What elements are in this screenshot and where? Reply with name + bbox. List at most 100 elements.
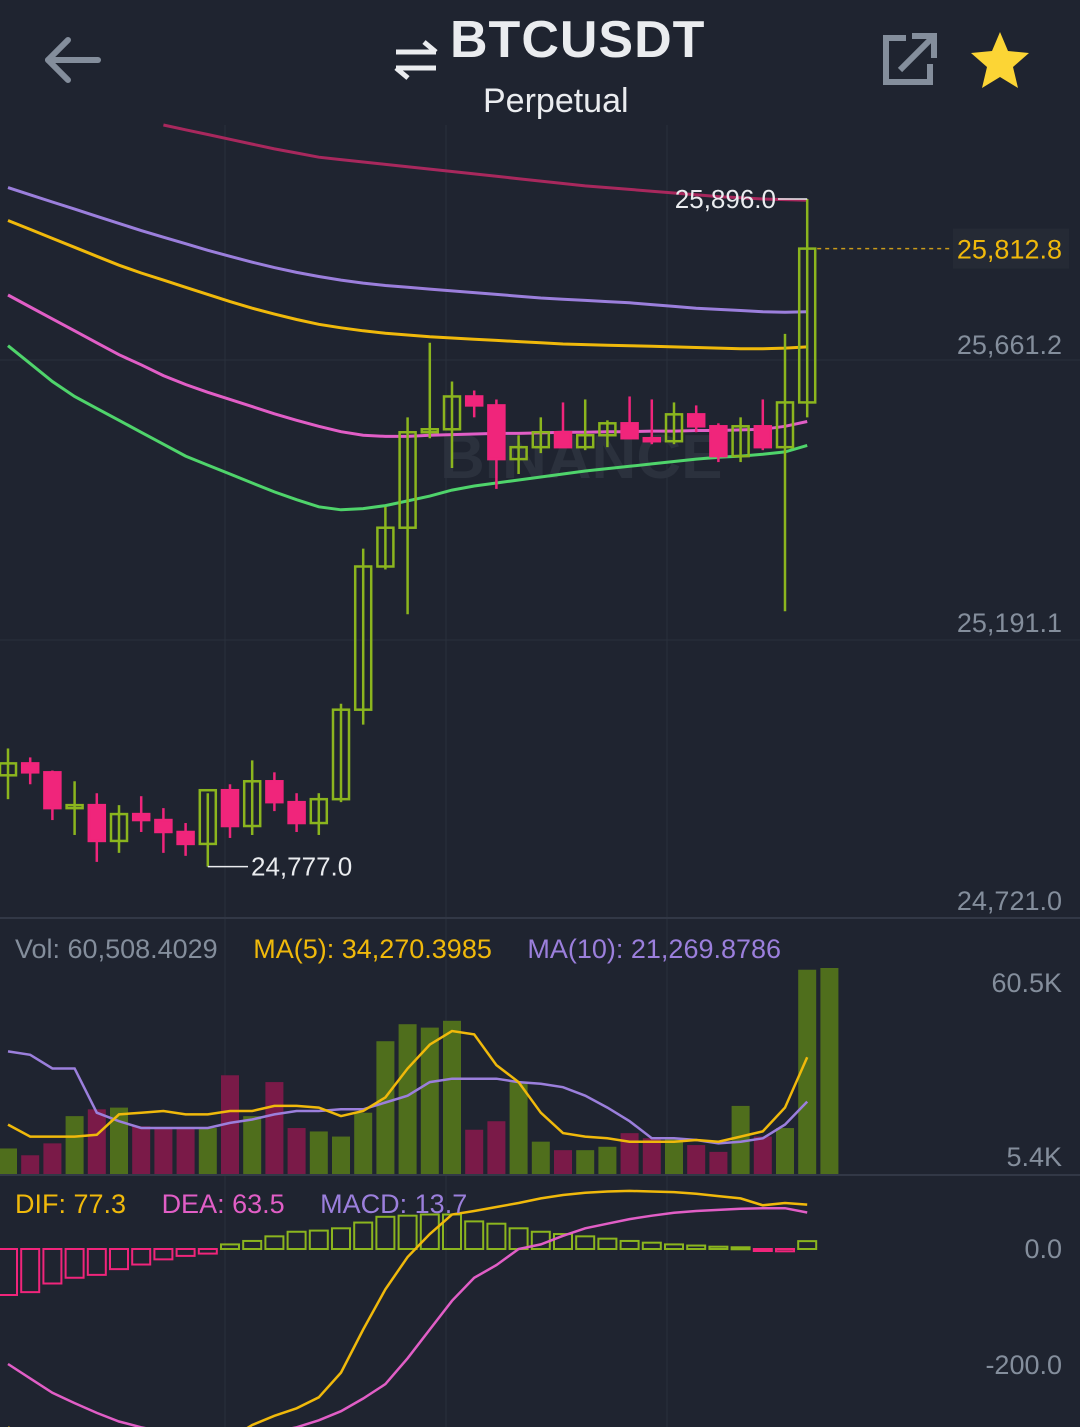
candle-up	[598, 422, 617, 437]
price-axis-label: 24,721.0	[957, 886, 1062, 916]
candle-up	[797, 247, 817, 404]
swap-icon[interactable]	[392, 40, 440, 80]
volume-bar	[820, 968, 839, 1174]
macd-histogram-bar	[575, 1235, 596, 1250]
ma-line	[7, 219, 808, 351]
volume-bar	[21, 1155, 40, 1174]
volume-bar	[420, 1027, 439, 1174]
candle-down	[176, 830, 195, 846]
macd-histogram-bar	[464, 1220, 485, 1251]
candle-up	[509, 445, 528, 461]
macd-histogram-bar	[775, 1248, 795, 1253]
macd-axis-label: 0.0	[1024, 1234, 1062, 1264]
share-icon[interactable]	[880, 32, 940, 88]
macd-lines	[7, 1189, 808, 1427]
candle-up	[664, 413, 684, 443]
macd-histogram-bar	[797, 1240, 818, 1251]
macd-axis-label: -200.0	[985, 1350, 1062, 1380]
volume-bar	[776, 1128, 794, 1174]
candle-down	[620, 422, 639, 440]
candle-down	[43, 771, 62, 810]
macd-histogram-bar	[641, 1241, 662, 1251]
volume-bar	[287, 1128, 306, 1174]
chart-gridlines	[0, 125, 1080, 1427]
volume-bar	[309, 1131, 328, 1174]
volume-bar	[0, 1148, 17, 1174]
macd-histogram-bar	[153, 1248, 174, 1261]
volume-axis-label: 5.4K	[1006, 1142, 1062, 1172]
volume-bars: 60.5K 5.4K	[0, 968, 1062, 1174]
ma-line	[7, 186, 808, 314]
volume-bar	[554, 1150, 572, 1174]
volume-bar	[65, 1116, 84, 1174]
low-marker-label: 24,777.0	[251, 852, 352, 882]
volume-ma10-line	[7, 1050, 809, 1145]
volume-bar	[509, 1082, 528, 1174]
volume-bar	[709, 1151, 728, 1174]
macd-histogram-bar	[286, 1230, 307, 1250]
high-marker-label: 25,896.0	[675, 184, 776, 214]
symbol-title[interactable]: BTCUSDT	[450, 11, 706, 69]
candle-down	[131, 812, 151, 822]
vol-ma10-label: MA(10): 21,269.8786	[527, 934, 782, 964]
volume-bar	[354, 1112, 373, 1174]
macd-histogram-bar	[242, 1239, 263, 1250]
volume-bar	[620, 1133, 639, 1174]
volume-bar	[265, 1082, 284, 1174]
volume-bar	[531, 1141, 550, 1174]
contract-type-subtitle: Perpetual	[483, 82, 629, 120]
volume-bar	[376, 1041, 395, 1174]
macd-legend: DIF: 77.3 DEA: 63.5 MACD: 13.7	[15, 1189, 467, 1220]
macd-histogram-bar	[197, 1248, 218, 1255]
back-arrow-icon[interactable]	[40, 32, 104, 88]
candle-down	[753, 425, 773, 449]
current-price-label: 25,812.8	[957, 235, 1062, 265]
candle-up	[775, 401, 795, 449]
volume-ma-lines	[7, 1029, 809, 1145]
volume-bar	[243, 1116, 262, 1174]
volume-bar	[465, 1129, 484, 1174]
candle-up	[531, 431, 551, 449]
volume-bar	[798, 969, 817, 1174]
candle-up	[242, 780, 262, 828]
volume-bar	[731, 1105, 750, 1174]
candle-down	[642, 436, 662, 443]
macd-histogram-bar	[397, 1214, 418, 1251]
candle-up	[442, 395, 462, 431]
candle-down	[154, 818, 173, 834]
candle-down	[220, 788, 240, 828]
candle-up	[353, 565, 373, 711]
volume-bar	[221, 1075, 239, 1174]
candle-up	[109, 812, 129, 843]
dif-label: DIF: 77.3	[15, 1189, 127, 1219]
star-icon[interactable]	[968, 28, 1032, 92]
macd-histogram-bar	[508, 1227, 529, 1251]
ma-line	[163, 123, 808, 202]
macd-histogram-bar	[664, 1243, 684, 1251]
volume-bar	[398, 1024, 417, 1174]
macd-histogram-bar	[220, 1243, 240, 1251]
volume-bar	[598, 1146, 617, 1174]
volume-bar	[154, 1128, 173, 1174]
candle-up	[731, 425, 750, 458]
volume-bar	[687, 1145, 706, 1174]
volume-bar	[753, 1136, 772, 1174]
macd-histogram-bar	[175, 1248, 196, 1257]
macd-histogram-bar	[86, 1248, 107, 1276]
candle-down	[709, 425, 728, 458]
macd-histogram-bar	[597, 1237, 618, 1251]
macd-histogram-bar	[730, 1246, 751, 1251]
volume-bar	[176, 1128, 195, 1174]
macd-histogram-bar	[708, 1245, 729, 1250]
volume-bar	[642, 1138, 661, 1174]
candle-up	[309, 797, 329, 825]
macd-histogram-bar	[20, 1248, 41, 1294]
candle-up	[420, 428, 440, 434]
macd-histogram-bar	[264, 1235, 285, 1250]
macd-histogram-bar	[353, 1221, 374, 1251]
volume-bar	[443, 1020, 461, 1174]
macd-histogram-bar	[42, 1248, 63, 1285]
candle-up	[331, 708, 351, 801]
volume-bar	[332, 1136, 350, 1174]
